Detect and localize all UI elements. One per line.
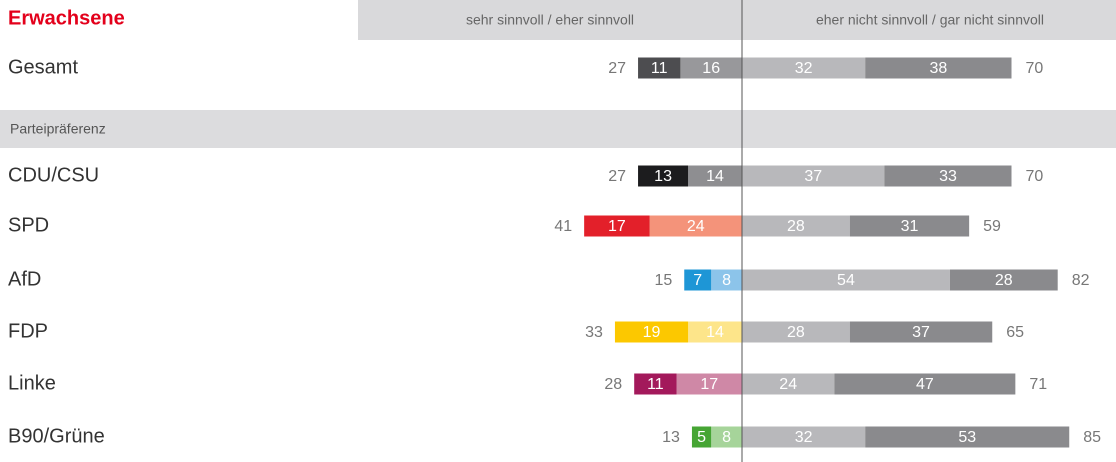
left-total: 27 — [608, 168, 626, 185]
value-label: 14 — [706, 324, 724, 341]
left-total: 27 — [608, 60, 626, 77]
bar-segment — [834, 373, 1016, 395]
value-label: 19 — [643, 324, 661, 341]
value-label: 37 — [804, 168, 822, 185]
value-label: 16 — [702, 60, 720, 77]
left-header: sehr sinnvoll / eher sinnvoll — [466, 12, 634, 28]
bar-segment — [676, 373, 742, 395]
bar-segment — [865, 426, 1070, 448]
section-band — [0, 110, 1116, 148]
bar-segment — [584, 215, 650, 237]
right-total: 85 — [1083, 429, 1101, 446]
bar-segment — [688, 321, 742, 343]
value-label: 32 — [795, 429, 813, 446]
category-label: SPD — [8, 214, 49, 236]
value-label: 13 — [654, 168, 672, 185]
value-label: 28 — [995, 272, 1013, 289]
value-label: 54 — [837, 272, 855, 289]
right-header: eher nicht sinnvoll / gar nicht sinnvoll — [816, 12, 1044, 28]
category-label: CDU/CSU — [8, 164, 99, 186]
left-total: 28 — [604, 376, 622, 393]
left-total: 13 — [662, 429, 680, 446]
right-total: 71 — [1029, 376, 1047, 393]
value-label: 7 — [693, 272, 702, 289]
bar-segment — [865, 57, 1012, 79]
bar-segment — [949, 269, 1058, 291]
bar-segment — [742, 373, 835, 395]
right-total: 82 — [1072, 272, 1090, 289]
value-label: 24 — [779, 376, 797, 393]
bar-segment — [742, 57, 866, 79]
bar-segment — [884, 165, 1012, 187]
value-label: 28 — [787, 324, 805, 341]
value-label: 33 — [939, 168, 957, 185]
value-label: 5 — [697, 429, 706, 446]
bar-segment — [742, 165, 885, 187]
value-label: 14 — [706, 168, 724, 185]
value-label: 17 — [608, 218, 626, 235]
value-label: 8 — [722, 429, 731, 446]
bar-segment — [684, 269, 712, 291]
value-label: 11 — [651, 60, 668, 77]
value-label: 17 — [700, 376, 718, 393]
bar-segment — [711, 269, 742, 291]
value-label: 37 — [912, 324, 930, 341]
bar-segment — [742, 321, 850, 343]
bar-segment — [691, 426, 712, 448]
chart-title: Erwachsene — [8, 7, 125, 29]
bar-segment — [680, 57, 742, 79]
value-label: 47 — [916, 376, 934, 393]
right-total: 70 — [1026, 60, 1044, 77]
header-band — [358, 0, 1116, 40]
category-label: Gesamt — [8, 56, 78, 78]
category-label: Linke — [8, 372, 56, 394]
bar-segment — [638, 57, 681, 79]
bar-segment — [614, 321, 689, 343]
category-label: B90/Grüne — [8, 425, 105, 447]
value-label: 24 — [687, 218, 705, 235]
bar-segment — [742, 269, 950, 291]
left-total: 15 — [654, 272, 672, 289]
value-label: 53 — [958, 429, 976, 446]
right-total: 59 — [983, 218, 1001, 235]
bar-segment — [638, 165, 689, 187]
category-label: FDP — [8, 320, 48, 342]
value-label: 28 — [787, 218, 805, 235]
value-label: 38 — [929, 60, 947, 77]
value-label: 31 — [901, 218, 919, 235]
section-label: Parteipräferenz — [10, 121, 106, 137]
value-label: 11 — [647, 376, 664, 393]
category-label: AfD — [8, 268, 41, 290]
bar-segment — [649, 215, 742, 237]
value-label: 8 — [722, 272, 731, 289]
bar-segment — [711, 426, 742, 448]
left-total: 33 — [585, 324, 603, 341]
right-total: 65 — [1006, 324, 1024, 341]
bar-segment — [742, 215, 850, 237]
bar-segment — [688, 165, 742, 187]
bar-segment — [634, 373, 677, 395]
left-total: 41 — [554, 218, 572, 235]
bar-segment — [742, 426, 866, 448]
value-label: 32 — [795, 60, 813, 77]
bar-segment — [849, 215, 970, 237]
bar-segment — [849, 321, 993, 343]
right-total: 70 — [1026, 168, 1044, 185]
